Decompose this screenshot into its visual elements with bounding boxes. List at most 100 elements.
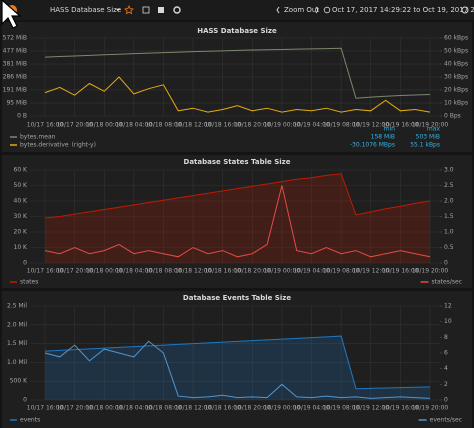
x-tick-label: 10/18 04:00 — [116, 122, 153, 129]
y-tick-label: 2.0 Mil — [7, 321, 27, 328]
y-tick-label: 477 MiB — [3, 47, 27, 54]
series-line — [44, 335, 431, 390]
legend-value: 55.1 kBps — [410, 142, 440, 149]
x-tick-label: 10/19 00:00 — [264, 405, 301, 412]
series-area — [45, 336, 430, 400]
y-tick-label: 286 MiB — [3, 74, 27, 81]
settings-icon[interactable] — [173, 6, 181, 14]
x-tick-label: 10/18 00:00 — [86, 122, 123, 129]
y-tick-label: 572 MiB — [3, 35, 27, 42]
y2-tick-label: 2.0 — [444, 198, 454, 205]
star-icon[interactable] — [124, 5, 134, 15]
y2-tick-label: 1.0 — [444, 229, 454, 236]
x-tick-label: 10/18 04:00 — [116, 268, 153, 275]
x-tick-label: 10/19 04:00 — [293, 268, 330, 275]
x-tick-label: 10/19 08:00 — [323, 268, 360, 275]
y-tick-label: 0 B — [17, 113, 27, 120]
x-tick-label: 10/18 16:00 — [204, 405, 241, 412]
y-tick-label: 381 MiB — [3, 61, 27, 68]
mouse-cursor — [1, 0, 22, 29]
y2-tick-label: 0 Bps — [444, 113, 461, 120]
x-tick-label: 10/19 08:00 — [323, 122, 360, 129]
x-tick-label: 10/18 16:00 — [204, 268, 241, 275]
y2-tick-label: 2.5 — [444, 182, 454, 189]
y2-tick-label: 12 — [444, 303, 452, 310]
y-tick-label: 191 MiB — [3, 86, 27, 93]
x-tick-label: 10/18 12:00 — [175, 268, 212, 275]
dropdown-caret[interactable] — [116, 9, 120, 11]
x-tick-label: 10/18 04:00 — [116, 405, 153, 412]
legend-header: min — [384, 126, 396, 133]
y2-tick-label: 0 — [444, 260, 448, 267]
x-tick-label: 10/18 08:00 — [145, 122, 182, 129]
y-tick-label: 10 K — [14, 244, 29, 251]
panel-title: Database States Table Size — [184, 158, 291, 166]
x-tick-label: 10/17 16:00 — [27, 122, 64, 129]
y-tick-label: 60 K — [14, 167, 29, 174]
x-tick-label: 10/17 16:00 — [27, 268, 64, 275]
series-line — [44, 173, 431, 219]
y2-tick-label: 4 — [444, 365, 448, 372]
refresh-icon[interactable] — [461, 6, 469, 14]
y2-tick-label: 6 — [444, 350, 448, 357]
y-tick-label: 95 MiB — [6, 100, 27, 107]
y-tick-label: 40 K — [14, 198, 29, 205]
shift-forward-icon[interactable] — [315, 6, 319, 14]
x-tick-label: 10/19 04:00 — [293, 405, 330, 412]
zoom-out[interactable]: Zoom Out — [284, 6, 319, 14]
x-tick-label: 10/18 08:00 — [145, 268, 182, 275]
y2-tick-label: 30 kBps — [444, 74, 468, 81]
x-tick-label: 10/19 20:00 — [412, 122, 449, 129]
save-icon[interactable] — [158, 7, 164, 13]
x-tick-label: 10/17 20:00 — [56, 268, 93, 275]
y-tick-label: 20 K — [14, 229, 29, 236]
time-range[interactable]: Oct 17, 2017 14:29:22 to Oct 19, 2017 22… — [332, 6, 474, 14]
x-tick-label: 10/18 20:00 — [234, 122, 271, 129]
share-icon[interactable] — [142, 6, 150, 14]
legend-name: states/sec — [432, 279, 462, 286]
charts: HASS Database Size 0 B 95 MiB 191 MiB 286 Mi… — [3, 27, 468, 424]
series-area — [45, 173, 430, 263]
y2-tick-label: 50 kBps — [444, 48, 468, 55]
panel-title: HASS Database Size — [197, 27, 277, 35]
y2-tick-label: 60 kBps — [444, 35, 468, 42]
x-tick-label: 10/18 12:00 — [175, 405, 212, 412]
y-tick-label: 50 K — [14, 182, 29, 189]
y-tick-label: 2.5 Mil — [7, 303, 27, 310]
legend-name: bytes.mean — [20, 134, 56, 141]
series-line — [44, 185, 431, 258]
series-line — [44, 76, 431, 113]
series-line — [44, 47, 431, 99]
x-tick-label: 10/19 16:00 — [382, 268, 419, 275]
x-tick-label: 10/19 00:00 — [264, 268, 301, 275]
x-tick-label: 10/18 00:00 — [86, 268, 123, 275]
x-tick-label: 10/18 20:00 — [234, 405, 271, 412]
dashboard-title[interactable]: HASS Database Size — [50, 6, 121, 14]
clock-icon — [323, 6, 331, 14]
y2-tick-label: 0.5 — [444, 244, 454, 251]
x-tick-label: 10/19 00:00 — [264, 122, 301, 129]
y2-tick-label: 2 — [444, 381, 448, 388]
x-tick-label: 10/19 08:00 — [323, 405, 360, 412]
x-tick-label: 10/19 12:00 — [353, 122, 390, 129]
x-tick-label: 10/19 04:00 — [293, 122, 330, 129]
y2-tick-label: 20 kBps — [444, 87, 468, 94]
x-tick-label: 10/18 16:00 — [204, 122, 241, 129]
legend-name: events — [20, 417, 40, 424]
x-tick-label: 10/19 20:00 — [412, 405, 449, 412]
x-tick-label: 10/19 12:00 — [353, 268, 390, 275]
panel — [2, 155, 472, 288]
shift-back-icon[interactable] — [276, 6, 280, 14]
y-tick-label: 30 K — [14, 213, 29, 220]
panel-title: Database Events Table Size — [183, 294, 291, 302]
x-tick-label: 10/18 08:00 — [145, 405, 182, 412]
legend-header: max — [427, 126, 441, 133]
y-tick-label: 0 — [23, 397, 27, 404]
legend-name: states — [20, 279, 38, 286]
legend-axis-note: (right-y) — [72, 142, 96, 149]
series-line — [44, 340, 431, 399]
legend-value: 503 MiB — [416, 134, 440, 141]
y2-tick-label: 10 kBps — [444, 100, 468, 107]
